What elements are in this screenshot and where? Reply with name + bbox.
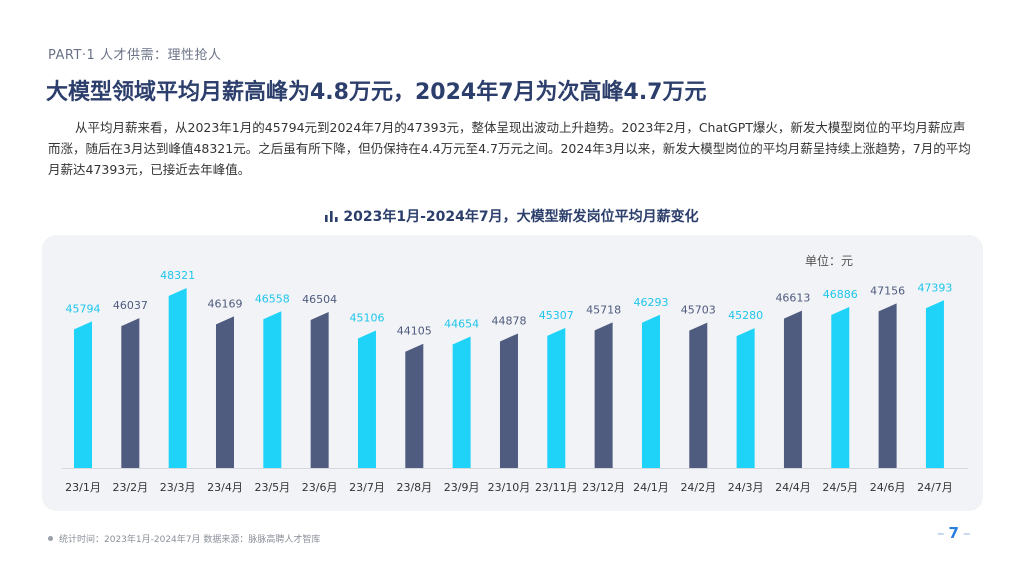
data-label-23/11月: 45307 bbox=[539, 309, 574, 322]
data-label-24/6月: 47156 bbox=[870, 284, 905, 297]
bar-24/7月 bbox=[925, 300, 944, 468]
x-tick-label-23/2月: 23/2月 bbox=[112, 481, 148, 494]
bar-23/11月 bbox=[547, 327, 566, 468]
section-label: PART·1 人才供需：理性抢人 bbox=[48, 48, 222, 63]
footer-note: 统计时间：2023年1月-2024年7月 数据来源：脉脉高聘人才智库 bbox=[48, 532, 320, 545]
bar-23/10月 bbox=[499, 333, 518, 468]
x-tick-label-23/7月: 23/7月 bbox=[349, 481, 385, 494]
data-label-24/3月: 45280 bbox=[728, 309, 763, 322]
x-tick-label-23/10月: 23/10月 bbox=[488, 481, 531, 494]
bar-23/5月 bbox=[263, 311, 282, 468]
x-tick-label-23/3月: 23/3月 bbox=[160, 481, 196, 494]
x-tick-label-24/7月: 24/7月 bbox=[917, 481, 953, 494]
x-tick-label-24/4月: 24/4月 bbox=[775, 481, 811, 494]
data-label-23/7月: 45106 bbox=[349, 311, 384, 324]
data-label-23/10月: 44878 bbox=[491, 314, 526, 327]
bar-24/1月 bbox=[641, 314, 660, 468]
data-label-23/6月: 46504 bbox=[302, 293, 337, 306]
data-label-23/8月: 44105 bbox=[397, 325, 432, 338]
data-label-24/5月: 46886 bbox=[823, 288, 858, 301]
bar-chart-icon bbox=[325, 211, 338, 222]
bar-23/7月 bbox=[357, 330, 376, 468]
data-label-23/3月: 48321 bbox=[160, 269, 195, 282]
bar-23/2月 bbox=[121, 318, 140, 468]
data-label-24/7月: 47393 bbox=[917, 281, 952, 294]
page-number: –7– bbox=[937, 524, 971, 542]
bar-23/12月 bbox=[594, 322, 613, 468]
page-number-value: 7 bbox=[948, 524, 959, 542]
bar-23/9月 bbox=[452, 336, 471, 468]
data-label-24/4月: 46613 bbox=[775, 292, 810, 305]
x-tick-label-24/5月: 24/5月 bbox=[822, 481, 858, 494]
chart-title: 2023年1月-2024年7月，大模型新发岗位平均月薪变化 bbox=[0, 206, 1024, 226]
x-tick-label-23/6月: 23/6月 bbox=[302, 481, 338, 494]
unit-label: 单位：元 bbox=[805, 254, 854, 268]
data-label-24/2月: 45703 bbox=[681, 304, 716, 317]
x-tick-label-23/4月: 23/4月 bbox=[207, 481, 243, 494]
x-tick-label-23/1月: 23/1月 bbox=[65, 481, 101, 494]
bar-24/2月 bbox=[689, 322, 708, 468]
data-label-24/1月: 46293 bbox=[633, 296, 668, 309]
bar-23/6月 bbox=[310, 312, 329, 468]
x-tick-label-23/12月: 23/12月 bbox=[582, 481, 625, 494]
data-label-23/9月: 44654 bbox=[444, 317, 479, 330]
data-label-23/1月: 45794 bbox=[66, 302, 101, 315]
bar-23/4月 bbox=[215, 316, 234, 468]
x-tick-label-24/1月: 24/1月 bbox=[633, 481, 669, 494]
bar-23/1月 bbox=[74, 321, 92, 468]
bar-24/3月 bbox=[736, 328, 755, 468]
x-tick-label-23/9月: 23/9月 bbox=[444, 481, 480, 494]
data-label-23/12月: 45718 bbox=[586, 303, 621, 316]
bar-23/8月 bbox=[405, 343, 424, 468]
x-tick-label-24/3月: 24/3月 bbox=[728, 481, 764, 494]
x-tick-label-23/8月: 23/8月 bbox=[396, 481, 432, 494]
x-tick-label-23/5月: 23/5月 bbox=[254, 481, 290, 494]
footer-note-text: 统计时间：2023年1月-2024年7月 数据来源：脉脉高聘人才智库 bbox=[59, 535, 321, 545]
x-tick-label-24/6月: 24/6月 bbox=[870, 481, 906, 494]
x-tick-label-23/11月: 23/11月 bbox=[535, 481, 578, 494]
data-label-23/5月: 46558 bbox=[255, 292, 290, 305]
page-headline: 大模型领域平均月薪高峰为4.8万元，2024年7月为次高峰4.7万元 bbox=[46, 80, 707, 105]
bar-24/5月 bbox=[831, 306, 850, 468]
data-label-23/2月: 46037 bbox=[113, 299, 148, 312]
bullet-dot-icon bbox=[48, 536, 53, 541]
bar-24/4月 bbox=[783, 310, 802, 468]
bar-24/6月 bbox=[878, 303, 897, 468]
bar-23/3月 bbox=[168, 288, 187, 468]
intro-paragraph: 从平均月薪来看，从2023年1月的45794元到2024年7月的47393元，整… bbox=[48, 120, 971, 177]
x-tick-label-24/2月: 24/2月 bbox=[680, 481, 716, 494]
chart-title-text: 2023年1月-2024年7月，大模型新发岗位平均月薪变化 bbox=[343, 209, 699, 225]
data-label-23/4月: 46169 bbox=[207, 297, 242, 310]
